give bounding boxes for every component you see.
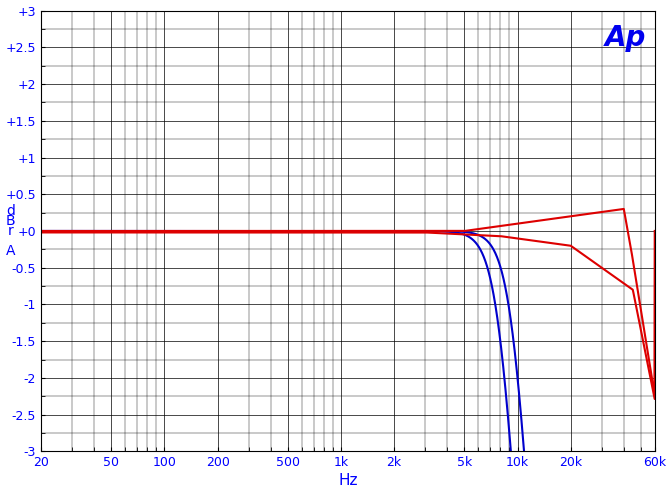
Text: Ap: Ap bbox=[604, 24, 646, 52]
Text: r: r bbox=[8, 224, 13, 238]
Text: A: A bbox=[6, 244, 15, 258]
X-axis label: Hz: Hz bbox=[338, 473, 358, 489]
Text: d: d bbox=[6, 204, 15, 218]
Text: B: B bbox=[6, 214, 15, 228]
